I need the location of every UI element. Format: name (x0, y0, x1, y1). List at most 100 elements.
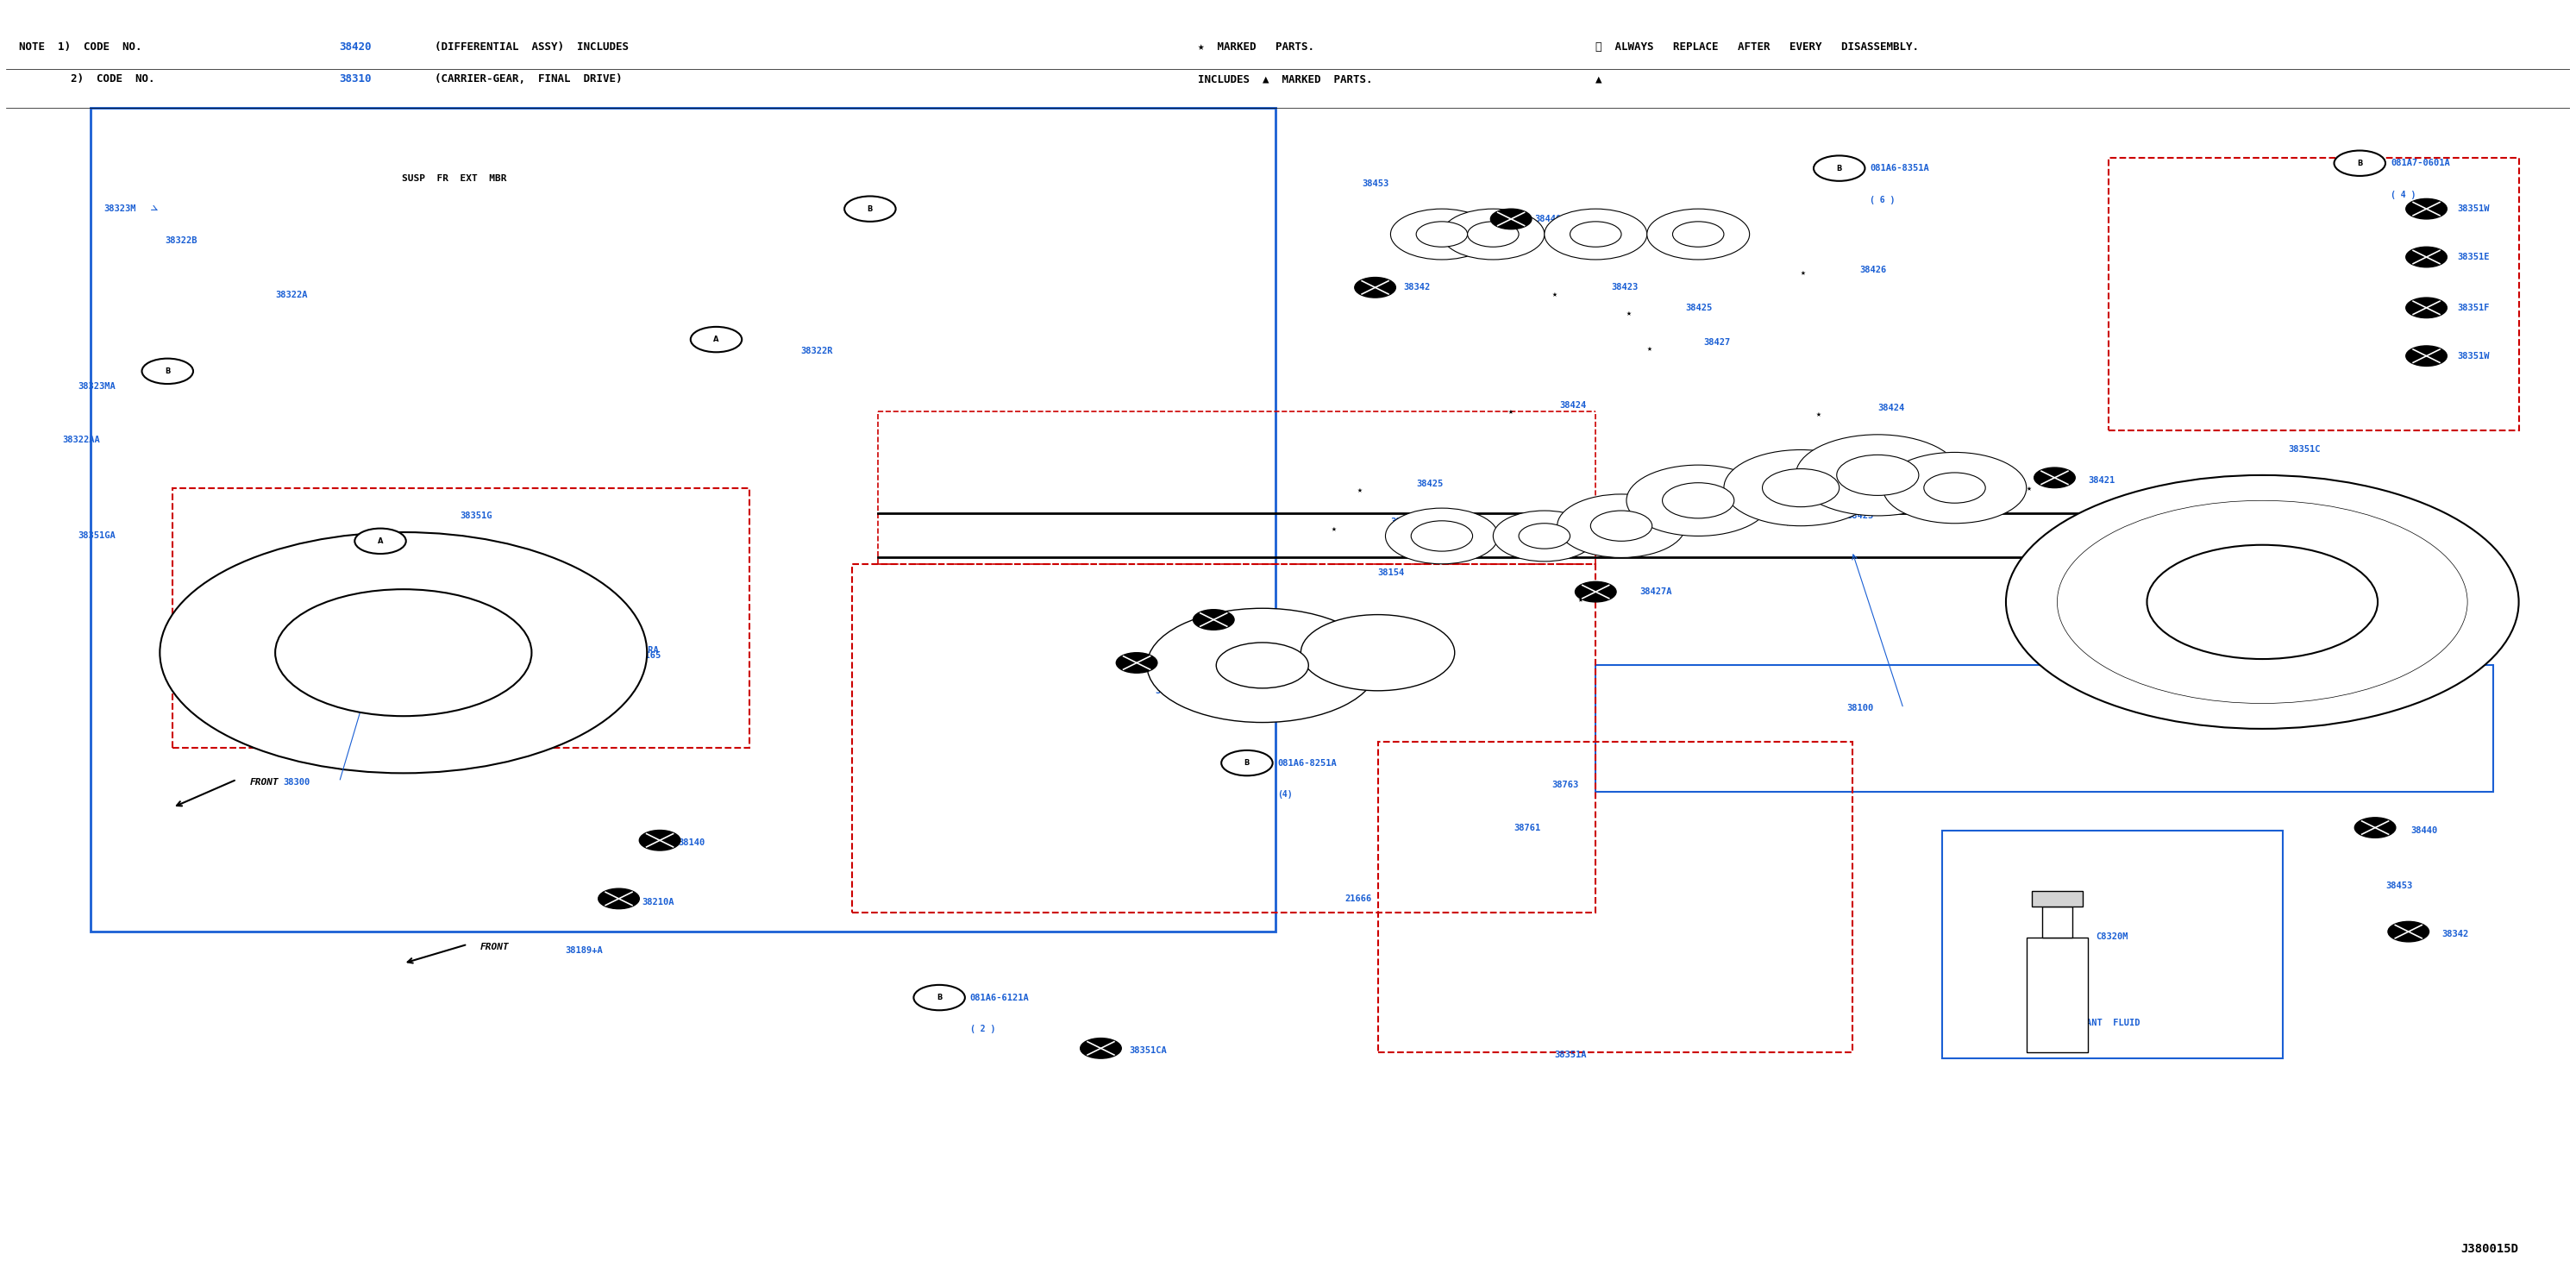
Text: 081A6-8351A: 081A6-8351A (1870, 164, 1929, 173)
Circle shape (1646, 209, 1749, 260)
Text: ★: ★ (1577, 595, 1582, 604)
Text: 38165: 38165 (634, 652, 662, 659)
Text: ★: ★ (1625, 308, 1631, 317)
Text: A: A (714, 335, 719, 343)
Text: ( 4 ): ( 4 ) (2391, 191, 2416, 200)
Text: FRONT: FRONT (479, 942, 510, 951)
Text: 38351F: 38351F (2458, 303, 2488, 312)
Circle shape (845, 196, 896, 221)
Text: A: A (379, 538, 384, 545)
Circle shape (2035, 467, 2076, 488)
Circle shape (1625, 465, 1770, 536)
Text: 38421: 38421 (2089, 476, 2115, 485)
Circle shape (276, 589, 531, 716)
Text: ★: ★ (1358, 486, 1363, 494)
Text: 38322AA: 38322AA (62, 435, 100, 444)
Text: FRONT: FRONT (250, 778, 278, 786)
Circle shape (142, 358, 193, 384)
Bar (2027, 938, 2089, 1052)
Bar (173, 488, 750, 748)
Text: 38310: 38310 (1154, 686, 1182, 695)
Circle shape (1492, 209, 1533, 229)
Text: 38427A: 38427A (1638, 588, 1672, 596)
Text: 38423: 38423 (1610, 283, 1638, 292)
Circle shape (2146, 545, 2378, 659)
Text: (DIFFERENTIAL  ASSY)  INCLUDES: (DIFFERENTIAL ASSY) INCLUDES (422, 42, 629, 52)
Text: 38351GA: 38351GA (77, 531, 116, 540)
Text: ★: ★ (1785, 518, 1790, 527)
Text: 38189+A: 38189+A (564, 946, 603, 955)
Text: 38427: 38427 (1703, 338, 1731, 347)
Circle shape (1762, 468, 1839, 507)
Circle shape (1146, 608, 1378, 722)
Text: ★: ★ (1801, 268, 1806, 276)
Circle shape (2388, 922, 2429, 942)
Text: B: B (938, 993, 943, 1001)
Circle shape (2406, 298, 2447, 317)
Circle shape (1386, 508, 1499, 564)
Circle shape (690, 326, 742, 352)
Text: NOTE  1)  CODE  NO.: NOTE 1) CODE NO. (18, 42, 155, 52)
Circle shape (1574, 581, 1615, 602)
Circle shape (1546, 209, 1646, 260)
Circle shape (1216, 643, 1309, 689)
Bar (2032, 891, 2084, 906)
Text: 38102: 38102 (2334, 512, 2362, 520)
Text: Ⓡ  ALWAYS   REPLACE   AFTER   EVERY   DISASSEMBLY.: Ⓡ ALWAYS REPLACE AFTER EVERY DISASSEMBLY… (1595, 42, 1919, 52)
Circle shape (160, 532, 647, 773)
Circle shape (2058, 500, 2468, 704)
Circle shape (1417, 221, 1468, 247)
Text: 38310: 38310 (340, 73, 371, 84)
Bar (2110, 159, 2519, 431)
Text: 38322B: 38322B (165, 237, 198, 244)
Bar (1378, 741, 1852, 1052)
Text: SEALANT  FLUID: SEALANT FLUID (2066, 1019, 2141, 1028)
Text: 38100: 38100 (1847, 704, 1873, 713)
Text: 38420: 38420 (340, 42, 371, 52)
Circle shape (1115, 653, 1157, 673)
Text: ★  MARKED   PARTS.: ★ MARKED PARTS. (1198, 42, 1314, 52)
Text: 21666: 21666 (1345, 895, 1370, 902)
Circle shape (1814, 156, 1865, 180)
Text: SUSP  FR  EXT  MBR: SUSP FR EXT MBR (402, 174, 507, 183)
Text: 38440: 38440 (1535, 215, 1561, 223)
Text: 38322B: 38322B (381, 557, 412, 566)
Circle shape (2007, 475, 2519, 728)
Circle shape (1723, 449, 1878, 526)
Text: 38140: 38140 (677, 838, 706, 847)
Text: ★: ★ (1816, 410, 1821, 419)
Text: 38425: 38425 (1417, 480, 1443, 489)
Circle shape (914, 984, 966, 1010)
Circle shape (314, 608, 492, 698)
Text: 38453: 38453 (2385, 882, 2411, 891)
Text: 38342: 38342 (1404, 283, 1430, 292)
Text: 38424: 38424 (1561, 401, 1587, 410)
Text: 38322A: 38322A (276, 291, 307, 300)
Text: 38120: 38120 (1247, 617, 1275, 626)
Text: 38351G: 38351G (461, 512, 492, 520)
Text: 38351W: 38351W (2458, 352, 2488, 360)
Circle shape (1662, 483, 1734, 518)
Circle shape (1301, 614, 1455, 691)
Text: ★: ★ (1510, 407, 1515, 416)
Circle shape (1589, 511, 1651, 541)
Text: 081A6-6121A: 081A6-6121A (971, 993, 1030, 1002)
Text: INCLUDES  ▲  MARKED  PARTS.: INCLUDES ▲ MARKED PARTS. (1198, 73, 1373, 84)
Text: C8320M: C8320M (2097, 932, 2128, 941)
Circle shape (2334, 151, 2385, 175)
Text: B: B (868, 205, 873, 212)
Text: 38342: 38342 (2442, 929, 2468, 938)
Bar (90, 108, 1275, 932)
Bar (2043, 906, 2074, 938)
Text: (4): (4) (1278, 790, 1293, 799)
Circle shape (1079, 1038, 1121, 1059)
Text: J380015D: J380015D (2460, 1243, 2519, 1254)
Circle shape (1520, 524, 1569, 549)
Circle shape (1672, 221, 1723, 247)
Circle shape (1468, 221, 1520, 247)
Text: 38351E: 38351E (2458, 252, 2488, 261)
Text: 38761: 38761 (1515, 823, 1540, 832)
Text: 38165: 38165 (1167, 660, 1195, 669)
Bar (1942, 831, 2282, 1059)
Text: 38453: 38453 (1363, 179, 1388, 188)
